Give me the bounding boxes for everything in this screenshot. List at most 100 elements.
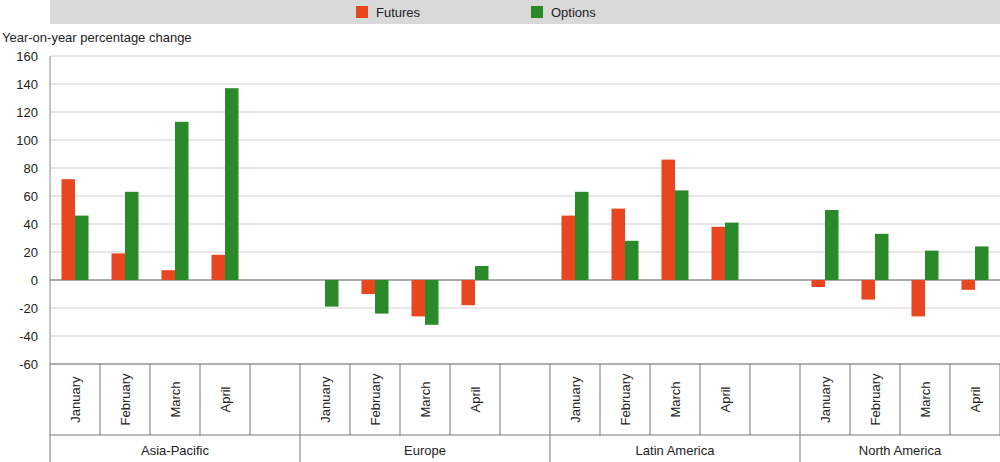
bar — [462, 280, 476, 305]
category-separator — [350, 364, 351, 435]
category-separator — [650, 364, 651, 435]
x-tick-label: March — [668, 381, 683, 417]
grid-line — [50, 112, 1000, 113]
category-separator — [450, 364, 451, 435]
group-label: North America — [859, 443, 942, 458]
grid-line — [50, 84, 1000, 85]
x-tick-label: January — [68, 376, 83, 423]
bar — [625, 241, 639, 280]
x-tick-label: January — [818, 376, 833, 423]
category-separator — [500, 364, 501, 435]
bar — [75, 216, 89, 280]
y-axis-label: Year-on-year percentage change — [2, 30, 192, 45]
x-tick-label: April — [968, 386, 983, 412]
grid-line — [50, 196, 1000, 197]
bar — [112, 253, 126, 280]
y-tick-label: 40 — [24, 217, 38, 232]
category-separator — [900, 364, 901, 435]
bar — [562, 216, 576, 280]
legend-swatch — [356, 6, 368, 18]
bar — [612, 209, 626, 280]
bar — [425, 280, 439, 325]
category-separator — [200, 364, 201, 435]
x-tick-label: March — [168, 381, 183, 417]
category-separator — [250, 364, 251, 435]
bar — [662, 160, 676, 280]
legend-label: Options — [551, 5, 596, 20]
category-separator — [600, 364, 601, 435]
grid-line — [50, 252, 1000, 253]
bar — [212, 255, 226, 280]
legend-swatch — [531, 6, 543, 18]
x-axis-divider — [50, 435, 1000, 436]
group-label: Asia-Pacific — [141, 443, 209, 458]
grid-line — [50, 336, 1000, 337]
bar — [312, 280, 326, 281]
x-tick-label: February — [618, 373, 633, 426]
x-tick-label: March — [918, 381, 933, 417]
bar — [162, 270, 176, 280]
grid-line — [50, 56, 1000, 57]
y-tick-label: 160 — [16, 49, 38, 64]
bar — [325, 280, 339, 307]
bar — [175, 122, 189, 280]
bar — [962, 280, 976, 290]
y-tick-label: 0 — [31, 273, 38, 288]
x-tick-label: March — [418, 381, 433, 417]
y-tick-label: 120 — [16, 105, 38, 120]
category-separator — [400, 364, 401, 435]
group-label: Europe — [404, 443, 446, 458]
y-tick-label: 140 — [16, 77, 38, 92]
y-tick-label: -20 — [19, 301, 38, 316]
legend-label: Futures — [376, 5, 421, 20]
y-tick-label: 20 — [24, 245, 38, 260]
legend-band — [50, 0, 1000, 24]
bars — [62, 88, 989, 325]
bar — [225, 88, 239, 280]
grid-line — [50, 364, 1000, 365]
bar — [862, 280, 876, 300]
bar — [675, 190, 689, 280]
bar — [362, 280, 376, 294]
category-separator — [100, 364, 101, 435]
bar — [812, 280, 826, 287]
group-separator — [300, 364, 301, 462]
group-separator — [550, 364, 551, 462]
y-tick-label: 80 — [24, 161, 38, 176]
x-tick-label: April — [718, 386, 733, 412]
bar — [825, 210, 839, 280]
bar — [62, 179, 76, 280]
chart: Futures Options Year-on-year percentage ch… — [0, 0, 1000, 462]
category-separator — [150, 364, 151, 435]
group-separator — [50, 364, 51, 462]
category-separator — [700, 364, 701, 435]
y-tick-label: -40 — [19, 329, 38, 344]
category-separator — [850, 364, 851, 435]
bar — [412, 280, 426, 316]
bar — [925, 251, 939, 280]
x-tick-label: February — [118, 373, 133, 426]
bar — [975, 246, 989, 280]
grid-line — [50, 224, 1000, 225]
group-separator — [800, 364, 801, 462]
bar — [475, 266, 489, 280]
category-separator — [750, 364, 751, 435]
bar — [875, 234, 889, 280]
bar — [375, 280, 389, 314]
x-tick-label: February — [868, 373, 883, 426]
category-separator — [950, 364, 951, 435]
x-tick-label: April — [218, 386, 233, 412]
bar — [125, 192, 139, 280]
x-tick-label: April — [468, 386, 483, 412]
y-axis-line — [50, 56, 51, 364]
y-tick-label: 60 — [24, 189, 38, 204]
grid-line — [50, 140, 1000, 141]
bar — [712, 227, 726, 280]
grid-line — [50, 280, 1000, 281]
x-tick-label: January — [568, 376, 583, 423]
group-label: Latin America — [636, 443, 716, 458]
y-tick-label: -60 — [19, 357, 38, 372]
bar — [912, 280, 926, 316]
grid-line — [50, 168, 1000, 169]
grid-line — [50, 308, 1000, 309]
